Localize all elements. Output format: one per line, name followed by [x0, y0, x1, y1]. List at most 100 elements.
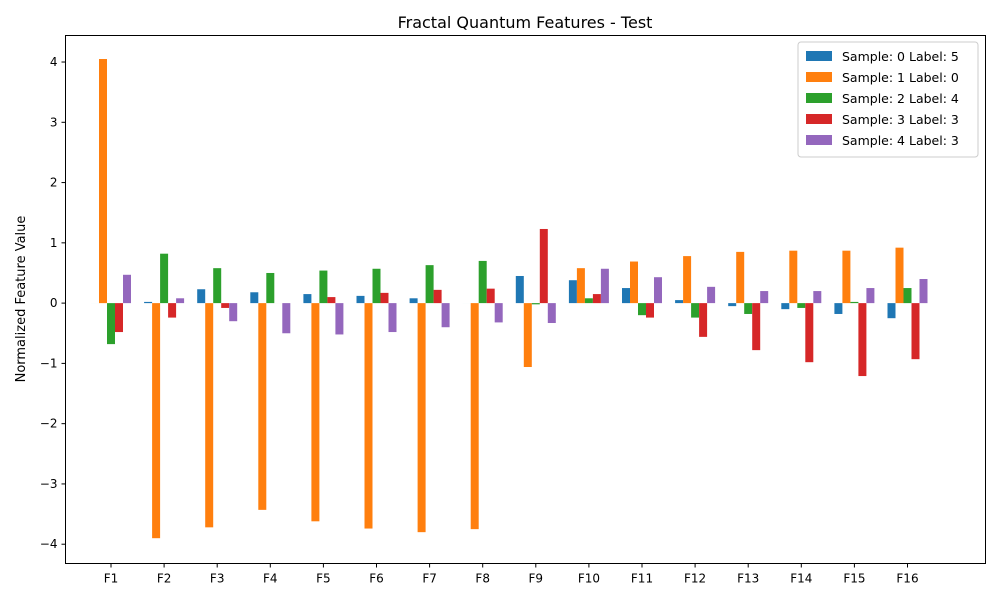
bar-series-2-F4 [258, 303, 266, 510]
x-tick-label: F15 [843, 572, 865, 586]
bar-series-4-F8 [487, 289, 495, 303]
bar-series-2-F9 [524, 303, 532, 367]
y-tick-label: −2 [40, 417, 58, 431]
bar-series-2-F8 [471, 303, 479, 529]
legend-swatch-2 [806, 72, 832, 82]
legend-label-5: Sample: 4 Label: 3 [842, 133, 959, 148]
bar-series-4-F9 [540, 229, 548, 303]
bar-series-5-F3 [229, 303, 237, 321]
bar-series-5-F1 [123, 275, 131, 303]
legend-label-3: Sample: 2 Label: 4 [842, 91, 959, 106]
x-tick-label: F10 [578, 572, 600, 586]
x-tick-label: F12 [684, 572, 706, 586]
bar-series-1-F14 [781, 303, 789, 309]
bar-series-2-F16 [896, 248, 904, 303]
bar-series-1-F9 [516, 276, 524, 303]
bar-series-4-F10 [593, 294, 601, 303]
bar-series-1-F2 [144, 302, 152, 303]
bar-series-4-F14 [805, 303, 813, 362]
bar-series-1-F13 [728, 303, 736, 306]
x-tick-label: F5 [316, 572, 331, 586]
bar-series-5-F14 [813, 291, 821, 303]
bar-series-2-F5 [311, 303, 319, 521]
bar-series-5-F13 [760, 291, 768, 303]
bar-series-3-F7 [426, 265, 434, 303]
bar-series-1-F6 [357, 296, 365, 303]
bar-series-1-F12 [675, 300, 683, 303]
bar-series-3-F8 [479, 261, 487, 303]
legend-swatch-5 [806, 135, 832, 145]
x-tick-label: F8 [475, 572, 490, 586]
bar-series-3-F15 [850, 302, 858, 303]
bar-series-5-F2 [176, 298, 184, 303]
bar-series-4-F11 [646, 303, 654, 317]
bar-series-3-F2 [160, 254, 168, 303]
y-axis-label: Normalized Feature Value [14, 216, 29, 383]
bar-series-5-F16 [920, 279, 928, 303]
bar-series-3-F13 [744, 303, 752, 314]
bar-series-5-F12 [707, 287, 715, 303]
bar-series-3-F12 [691, 303, 699, 317]
x-tick-label: F13 [737, 572, 759, 586]
bar-series-5-F7 [442, 303, 450, 327]
bar-series-3-F10 [585, 298, 593, 303]
bar-series-2-F1 [99, 59, 107, 303]
bar-series-3-F4 [266, 273, 274, 303]
bar-series-5-F8 [495, 303, 503, 322]
legend: Sample: 0 Label: 5 Sample: 1 Label: 0 Samp… [798, 42, 978, 157]
bar-series-4-F2 [168, 303, 176, 317]
bar-series-1-F11 [622, 288, 630, 303]
y-tick-label: −3 [40, 477, 58, 491]
bar-series-3-F6 [373, 269, 381, 303]
x-tick-label: F9 [529, 572, 544, 586]
bar-series-1-F5 [303, 294, 311, 303]
bar-series-5-F5 [335, 303, 343, 334]
bar-series-5-F9 [548, 303, 556, 323]
bar-series-4-F12 [699, 303, 707, 337]
bar-series-1-F10 [569, 280, 577, 303]
bar-series-3-F3 [213, 268, 221, 303]
x-tick-label: F1 [104, 572, 119, 586]
bar-series-1-F3 [197, 289, 205, 303]
x-tick-label: F7 [422, 572, 437, 586]
legend-label-4: Sample: 3 Label: 3 [842, 112, 959, 127]
bar-series-2-F15 [842, 251, 850, 303]
legend-swatch-1 [806, 51, 832, 61]
bar-series-4-F16 [912, 303, 920, 359]
bar-series-2-F2 [152, 303, 160, 538]
bar-series-2-F12 [683, 256, 691, 303]
legend-label-1: Sample: 0 Label: 5 [842, 49, 959, 64]
x-tick-label: F3 [210, 572, 225, 586]
x-tick-label: F6 [369, 572, 384, 586]
bar-series-1-F16 [888, 303, 896, 318]
x-tick-label: F11 [631, 572, 653, 586]
bar-series-2-F6 [365, 303, 373, 528]
x-tick-label: F16 [896, 572, 918, 586]
bar-series-1-F4 [250, 292, 258, 303]
bar-series-1-F7 [410, 298, 418, 303]
y-tick-label: 4 [50, 55, 58, 69]
bar-series-5-F6 [389, 303, 397, 332]
legend-swatch-3 [806, 93, 832, 103]
bar-series-4-F7 [434, 290, 442, 303]
bar-series-4-F15 [858, 303, 866, 376]
x-tick-label: F4 [263, 572, 278, 586]
bar-series-5-F4 [282, 303, 290, 333]
x-tick-label: F2 [157, 572, 172, 586]
bar-series-3-F16 [904, 288, 912, 303]
bar-series-2-F14 [789, 251, 797, 303]
bar-series-2-F7 [418, 303, 426, 532]
y-tick-label: 0 [50, 296, 58, 310]
bar-series-4-F13 [752, 303, 760, 350]
y-tick-label: 1 [50, 236, 58, 250]
bar-series-1-F15 [834, 303, 842, 314]
bar-series-3-F14 [797, 303, 805, 308]
legend-label-2: Sample: 1 Label: 0 [842, 70, 959, 85]
y-tick-label: 2 [50, 176, 58, 190]
bar-series-2-F10 [577, 268, 585, 303]
y-tick-label: −4 [40, 537, 58, 551]
bar-series-2-F3 [205, 303, 213, 527]
bar-series-4-F1 [115, 303, 123, 332]
bar-series-5-F15 [866, 288, 874, 303]
